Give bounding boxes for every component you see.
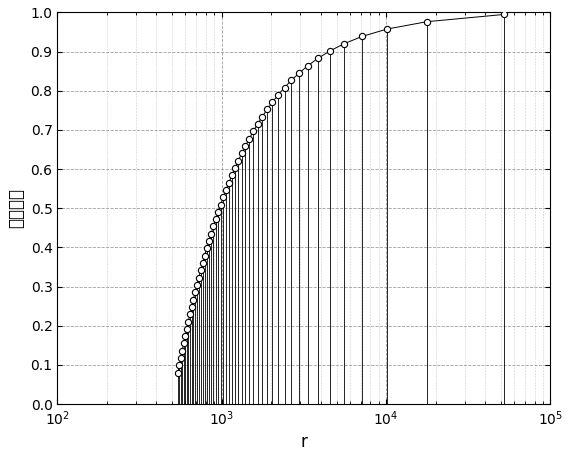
Y-axis label: 分布函数: 分布函数 [7,188,25,228]
X-axis label: r: r [300,433,307,451]
